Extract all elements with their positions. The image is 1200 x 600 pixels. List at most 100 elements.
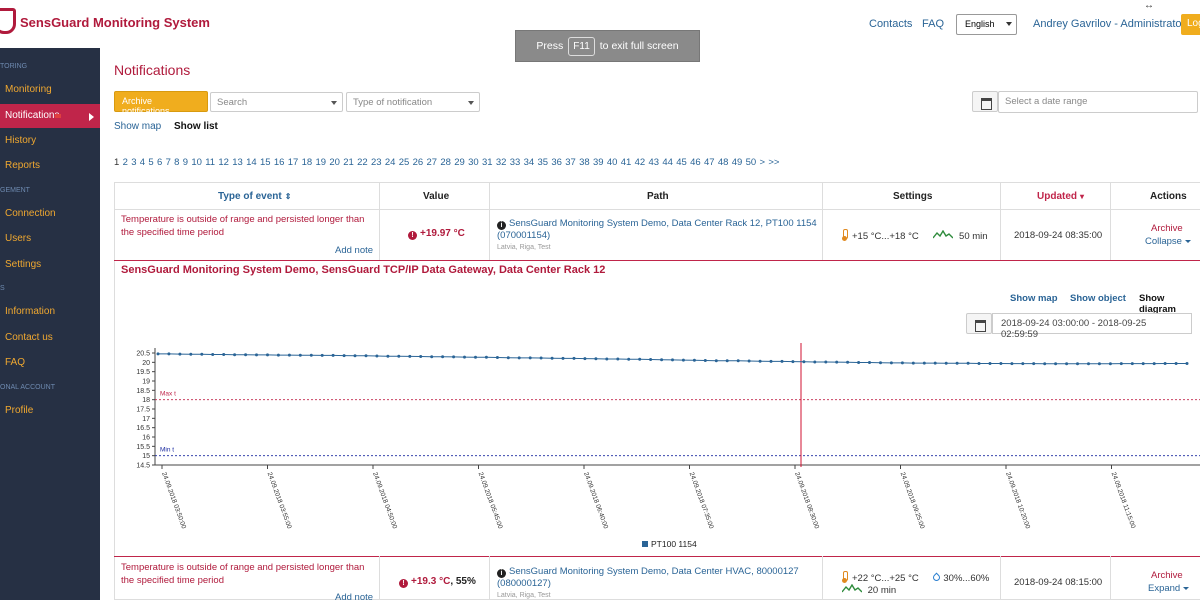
page-link[interactable]: 44 (662, 157, 673, 168)
diagram-date-range[interactable]: 2018-09-24 03:00:00 - 2018-09-25 02:59:5… (992, 313, 1192, 340)
calendar-icon[interactable] (972, 91, 998, 112)
brand-title[interactable]: SensGuard Monitoring System (20, 15, 210, 30)
page-link[interactable]: 39 (593, 157, 604, 168)
column-header-updated[interactable]: Updated ▾ (1037, 191, 1084, 202)
expand-link[interactable]: Expand (1148, 583, 1190, 594)
page-link[interactable]: 1 (114, 157, 120, 168)
add-note-link[interactable]: Add note (335, 592, 374, 600)
page-link[interactable]: 29 (454, 157, 465, 168)
page-link[interactable]: 21 (343, 157, 354, 168)
archive-notifications-button[interactable]: Archive notifications (114, 91, 208, 116)
contacts-link[interactable]: Contacts (869, 18, 913, 30)
user-account-link[interactable]: Andrey Gavrilov - Administrator (1033, 18, 1186, 30)
page-link[interactable]: 14 (246, 157, 257, 168)
sidebar-item-users[interactable]: Users (5, 233, 32, 244)
notification-type-select[interactable]: Type of notification (346, 92, 480, 112)
page-link[interactable]: 4 (139, 157, 146, 168)
page-link[interactable]: 19 (315, 157, 327, 168)
add-note-link[interactable]: Add note (335, 245, 374, 256)
page-link[interactable]: 22 (357, 157, 368, 168)
page-link[interactable]: 3 (131, 157, 137, 168)
path-link[interactable]: SensGuard Monitoring System Demo, Data C… (509, 566, 799, 577)
page-link[interactable]: 12 (218, 157, 229, 168)
data-point (1065, 362, 1069, 366)
page-link[interactable]: 16 (273, 157, 285, 168)
data-point (714, 359, 718, 363)
page-link[interactable]: 41 (620, 157, 632, 168)
page-link[interactable]: 46 (690, 157, 701, 168)
data-point (911, 361, 915, 365)
sidebar-item-information[interactable]: Information (5, 306, 56, 317)
page-link[interactable]: 2 (122, 157, 128, 168)
show-map-link[interactable]: Show map (114, 121, 162, 132)
page-link[interactable]: 31 (482, 157, 493, 168)
page-link[interactable]: 5 (148, 157, 154, 168)
language-select[interactable]: English (956, 14, 1017, 35)
page-link[interactable]: 50 (745, 157, 757, 168)
page-link[interactable]: 18 (301, 157, 313, 168)
page-link[interactable]: 9 (182, 157, 189, 168)
page-link[interactable]: 45 (676, 157, 687, 168)
calendar-icon[interactable] (966, 313, 992, 334)
page-link[interactable]: > (759, 157, 766, 168)
data-point (1021, 362, 1025, 366)
sidebar-item-history[interactable]: History (5, 135, 37, 146)
page-link[interactable]: 20 (329, 157, 340, 168)
page-link[interactable]: 17 (287, 157, 299, 168)
page-link[interactable]: 23 (371, 157, 382, 168)
page-link[interactable]: 26 (412, 157, 424, 168)
data-point (233, 353, 237, 357)
page-link[interactable]: 6 (156, 157, 163, 168)
page-link[interactable]: 32 (495, 157, 507, 168)
page-link[interactable]: 30 (468, 157, 479, 168)
page-link[interactable]: 28 (440, 157, 451, 168)
page-link[interactable]: 25 (398, 157, 410, 168)
faq-link[interactable]: FAQ (922, 18, 945, 30)
page-link[interactable]: 15 (260, 157, 271, 168)
page-link[interactable]: 27 (426, 157, 438, 168)
show-object-link[interactable]: Show object (1070, 293, 1126, 304)
max-threshold-label: Max t (160, 391, 176, 398)
path-link-id[interactable]: (070001154) (497, 230, 551, 241)
sidebar-item-monitoring[interactable]: Monitoring (5, 84, 52, 95)
logout-button[interactable]: Log (1181, 14, 1200, 35)
page-link[interactable]: 7 (165, 157, 171, 168)
page-link[interactable]: 43 (648, 157, 660, 168)
show-map-link[interactable]: Show map (1010, 293, 1058, 304)
show-list-link[interactable]: Show list (174, 121, 218, 132)
sidebar-item-profile[interactable]: Profile (5, 405, 34, 416)
page-link[interactable]: >> (768, 157, 780, 168)
collapse-link[interactable]: Collapse (1145, 236, 1191, 247)
data-point (375, 354, 379, 358)
sidebar-item-faq[interactable]: FAQ (5, 357, 26, 368)
sidebar-item-settings[interactable]: Settings (5, 259, 42, 270)
page-link[interactable]: 38 (579, 157, 590, 168)
sidebar-item-notifications[interactable]: Notifications (0, 104, 100, 128)
page-link[interactable]: 49 (731, 157, 743, 168)
page-link[interactable]: 48 (717, 157, 729, 168)
page-link[interactable]: 47 (704, 157, 715, 168)
sidebar-item-contact-us[interactable]: Contact us (5, 332, 53, 343)
page-link[interactable]: 37 (565, 157, 576, 168)
page-link[interactable]: 42 (634, 157, 646, 168)
archive-link[interactable]: Archive (1151, 223, 1183, 234)
page-link[interactable]: 24 (384, 157, 396, 168)
page-link[interactable]: 35 (537, 157, 549, 168)
page-link[interactable]: 36 (551, 157, 562, 168)
sidebar-item-reports[interactable]: Reports (5, 160, 41, 171)
page-link[interactable]: 11 (205, 157, 216, 168)
sidebar-item-connection[interactable]: Connection (5, 208, 56, 219)
date-range-input[interactable]: Select a date range (998, 91, 1198, 113)
page-link[interactable]: 40 (606, 157, 618, 168)
page-link[interactable]: 34 (523, 157, 535, 168)
column-header-type[interactable]: Type of event ⇕ (218, 191, 291, 202)
page-link[interactable]: 8 (174, 157, 180, 168)
path-link[interactable]: SensGuard Monitoring System Demo, Data C… (509, 218, 817, 229)
archive-link[interactable]: Archive (1151, 570, 1183, 581)
page-link[interactable]: 13 (232, 157, 243, 168)
page-link[interactable]: 33 (509, 157, 521, 168)
search-input[interactable]: Search (210, 92, 343, 112)
show-diagram-link[interactable]: Show diagram (1139, 293, 1176, 315)
page-link[interactable]: 10 (191, 157, 202, 168)
path-link-id[interactable]: (080000127) (497, 578, 551, 589)
